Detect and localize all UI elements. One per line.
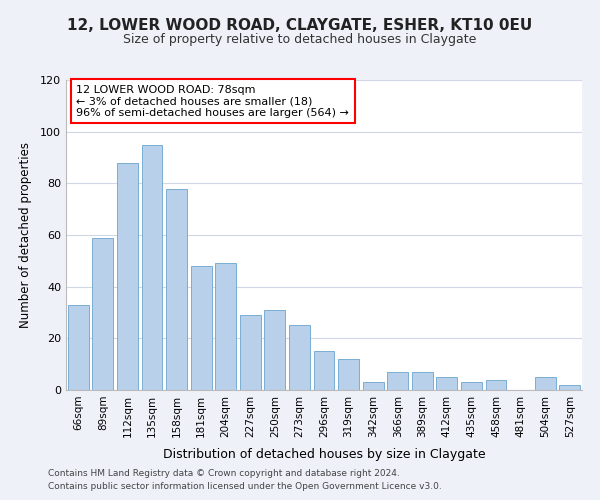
Bar [362, 382, 383, 390]
Text: 12 LOWER WOOD ROAD: 78sqm
← 3% of detached houses are smaller (18)
96% of semi-d: 12 LOWER WOOD ROAD: 78sqm ← 3% of detach… [76, 84, 349, 118]
Text: 12, LOWER WOOD ROAD, CLAYGATE, ESHER, KT10 0EU: 12, LOWER WOOD ROAD, CLAYGATE, ESHER, KT… [67, 18, 533, 32]
Bar [387, 372, 408, 390]
Bar [485, 380, 506, 390]
X-axis label: Distribution of detached houses by size in Claygate: Distribution of detached houses by size … [163, 448, 485, 461]
Bar [166, 188, 187, 390]
Bar [92, 238, 113, 390]
Bar [240, 315, 261, 390]
Text: Size of property relative to detached houses in Claygate: Size of property relative to detached ho… [124, 32, 476, 46]
Text: Contains HM Land Registry data © Crown copyright and database right 2024.: Contains HM Land Registry data © Crown c… [48, 468, 400, 477]
Bar [117, 162, 138, 390]
Bar [191, 266, 212, 390]
Bar [535, 377, 556, 390]
Bar [68, 304, 89, 390]
Bar [142, 144, 163, 390]
Bar [215, 264, 236, 390]
Bar [289, 326, 310, 390]
Bar [461, 382, 482, 390]
Bar [559, 385, 580, 390]
Text: Contains public sector information licensed under the Open Government Licence v3: Contains public sector information licen… [48, 482, 442, 491]
Bar [436, 377, 457, 390]
Bar [412, 372, 433, 390]
Bar [265, 310, 286, 390]
Bar [338, 359, 359, 390]
Y-axis label: Number of detached properties: Number of detached properties [19, 142, 32, 328]
Bar [314, 351, 334, 390]
